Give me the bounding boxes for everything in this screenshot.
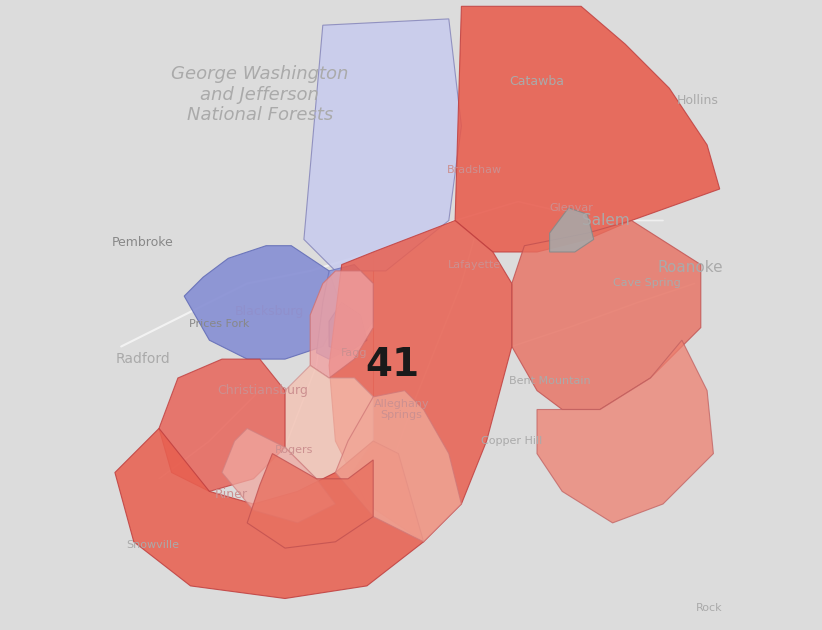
Text: Bradshaw: Bradshaw: [446, 165, 501, 175]
Polygon shape: [115, 428, 423, 598]
Text: Hollins: Hollins: [677, 94, 718, 107]
Text: 41: 41: [365, 346, 419, 384]
Text: Rock: Rock: [696, 603, 723, 613]
Polygon shape: [247, 454, 373, 548]
Text: George Washington
and Jefferson
National Forests: George Washington and Jefferson National…: [171, 65, 349, 124]
Text: Rogers: Rogers: [275, 445, 314, 455]
Polygon shape: [329, 302, 367, 353]
Text: Radford: Radford: [116, 352, 171, 366]
Polygon shape: [316, 265, 373, 359]
Text: Christiansburg: Christiansburg: [218, 384, 308, 397]
Text: Alleghany
Springs: Alleghany Springs: [374, 399, 429, 420]
Text: Salem: Salem: [583, 213, 630, 228]
Polygon shape: [512, 220, 701, 410]
Polygon shape: [329, 220, 512, 542]
Polygon shape: [455, 6, 720, 252]
Text: Blacksburg: Blacksburg: [234, 306, 304, 318]
Text: Glenvar: Glenvar: [550, 203, 593, 213]
Text: Copper Hill: Copper Hill: [481, 436, 543, 446]
Polygon shape: [550, 208, 593, 252]
Text: Riner: Riner: [215, 488, 248, 501]
Text: Roanoke: Roanoke: [658, 260, 723, 275]
Text: Pembroke: Pembroke: [112, 236, 173, 249]
Text: Lafayette: Lafayette: [447, 260, 501, 270]
Text: Prices Fork: Prices Fork: [189, 319, 249, 329]
Polygon shape: [222, 428, 335, 523]
Polygon shape: [285, 365, 373, 479]
Polygon shape: [310, 271, 373, 378]
Text: Cave Spring: Cave Spring: [613, 278, 681, 289]
Text: Snowville: Snowville: [127, 540, 179, 550]
Text: Catawba: Catawba: [510, 76, 565, 88]
Polygon shape: [159, 359, 285, 491]
Polygon shape: [304, 19, 461, 271]
Text: Bent Mountain: Bent Mountain: [509, 376, 590, 386]
Polygon shape: [184, 246, 342, 359]
Polygon shape: [537, 340, 713, 523]
Polygon shape: [335, 391, 461, 542]
Text: Fagg: Fagg: [341, 348, 367, 358]
